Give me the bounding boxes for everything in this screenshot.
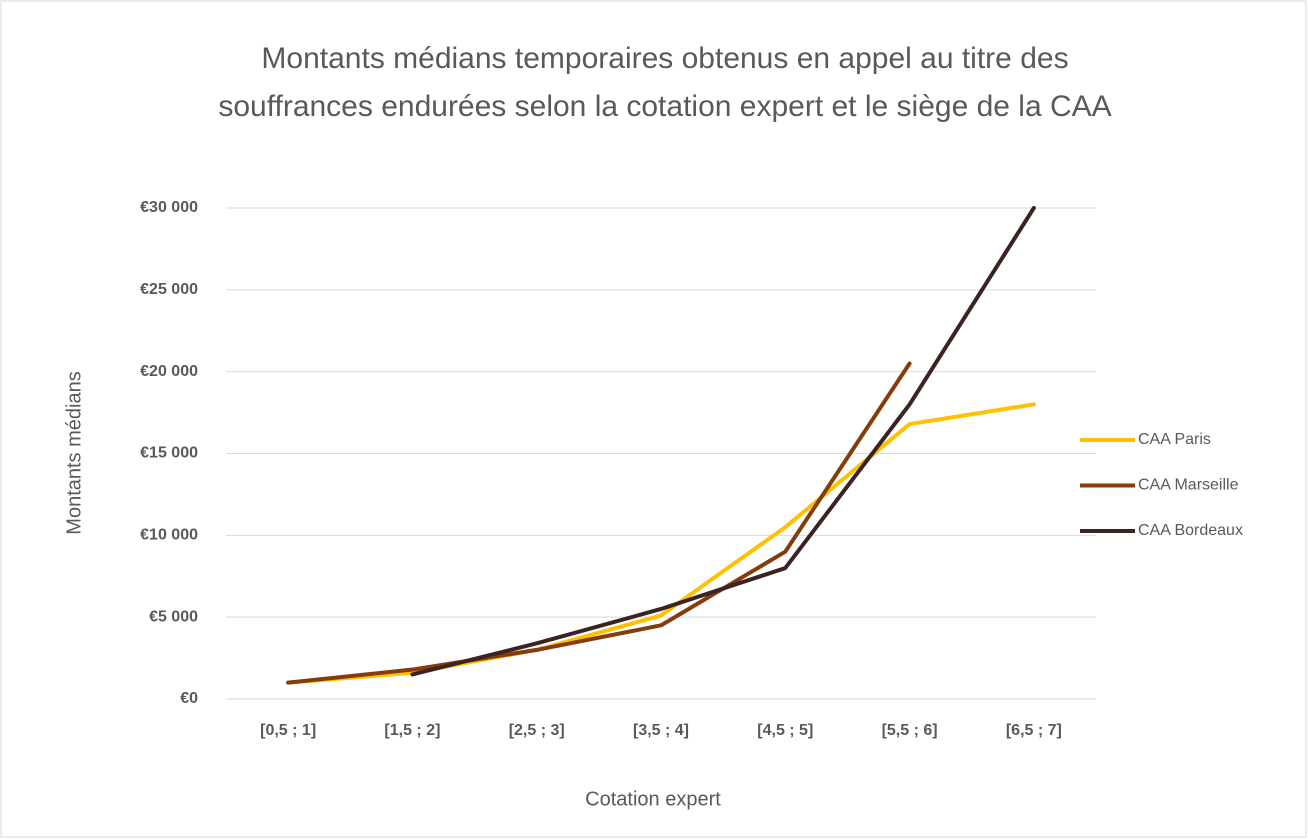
y-tick-label: €5 000 <box>149 608 198 625</box>
legend-label: CAA Paris <box>1138 431 1211 448</box>
y-tick-label: €30 000 <box>140 199 198 216</box>
x-tick-label: [3,5 ; 4] <box>633 722 689 739</box>
y-tick-label: €15 000 <box>140 445 198 462</box>
chart-title: Montants médians temporaires obtenus en … <box>261 42 1068 75</box>
x-axis-title: Cotation expert <box>585 788 721 810</box>
series-line <box>410 206 1036 677</box>
y-tick-label: €20 000 <box>140 363 198 380</box>
x-tick-label: [0,5 ; 1] <box>260 722 316 739</box>
y-tick-label: €0 <box>180 690 198 707</box>
y-axis-title: Montants médians <box>63 371 85 534</box>
x-tick-label: [2,5 ; 3] <box>509 722 565 739</box>
y-tick-label: €10 000 <box>140 527 198 544</box>
series-line <box>286 361 912 685</box>
chart-title: souffrances endurées selon la cotation e… <box>218 90 1111 123</box>
legend-label: CAA Bordeaux <box>1138 522 1243 539</box>
y-tick-label: €25 000 <box>140 281 198 298</box>
x-tick-label: [1,5 ; 2] <box>384 722 440 739</box>
x-tick-label: [4,5 ; 5] <box>757 722 813 739</box>
x-tick-label: [6,5 ; 7] <box>1006 722 1062 739</box>
x-tick-label: [5,5 ; 6] <box>882 722 938 739</box>
legend-label: CAA Marseille <box>1138 477 1239 494</box>
